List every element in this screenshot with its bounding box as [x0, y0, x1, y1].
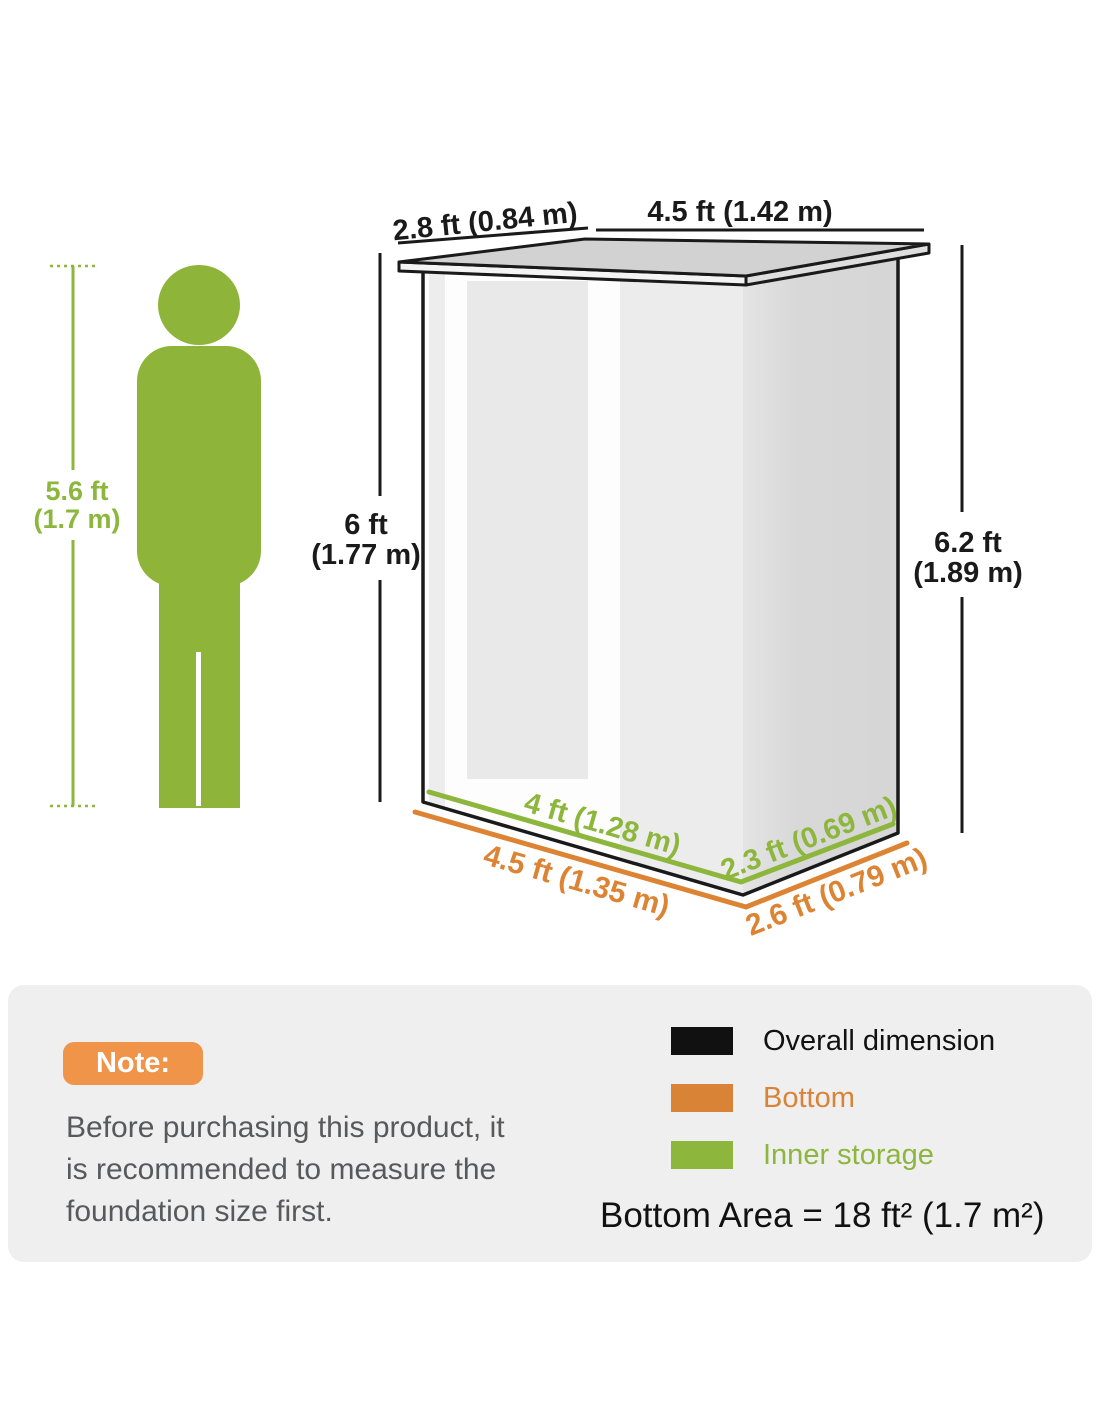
roof-depth-dimension-line: [397, 226, 589, 245]
overall-dimension-swatch: [671, 1027, 733, 1055]
person-scale-figure: 5.6 ft (1.7 m): [33, 264, 261, 808]
note-text: Before purchasing this product, it is re…: [66, 1107, 505, 1233]
inner-storage-swatch: [671, 1141, 733, 1169]
person-head: [158, 265, 240, 345]
front-height-label-m: (1.77 m): [311, 539, 421, 571]
rear-height-label-m: (1.89 m): [913, 557, 1023, 589]
shed-roof-top: [397, 237, 931, 278]
legend-item-inner-storage: Inner storage: [671, 1138, 934, 1171]
inner-storage-label: Inner storage: [763, 1138, 934, 1171]
bottom-base-line: [412, 809, 910, 910]
shed-outline: [421, 252, 900, 897]
shed-front-right-panel: [620, 268, 743, 895]
legend-item-bottom: Bottom: [671, 1081, 855, 1114]
person-height-end-ticks: [50, 264, 96, 808]
note-line-3: foundation size first.: [66, 1195, 333, 1228]
rear-height-label-ft: 6.2 ft: [934, 527, 1002, 559]
note-badge-label: Note:: [95, 1047, 171, 1079]
person-torso: [137, 346, 261, 586]
inner-storage-base-line: [426, 789, 896, 885]
person-height-label-m: (1.7 m): [33, 504, 120, 534]
roof-depth-label: 2.8 ft (0.84 m): [391, 197, 579, 248]
shed-illustration: [397, 237, 931, 910]
shed-side-wall: [743, 252, 898, 895]
bottom-label: Bottom: [763, 1081, 855, 1114]
legend-item-overall: Overall dimension: [671, 1024, 996, 1057]
shed-front-left-panel-strip: [429, 268, 445, 858]
person-height-label-ft: 5.6 ft: [45, 476, 108, 506]
front-height-label-ft: 6 ft: [344, 509, 388, 541]
dimension-diagram: 5.6 ft (1.7 m): [33, 196, 1023, 943]
bottom-area-text: Bottom Area = 18 ft² (1.7 m²): [600, 1196, 1045, 1235]
overall-dimension-lines: [378, 226, 964, 833]
overall-dimension-label: Overall dimension: [763, 1024, 996, 1057]
note-line-1: Before purchasing this product, it: [66, 1111, 505, 1144]
info-panel: Note: Before purchasing this product, it…: [8, 985, 1092, 1262]
bottom-swatch: [671, 1084, 733, 1112]
note-line-2: is recommended to measure the: [66, 1153, 497, 1186]
roof-width-label: 4.5 ft (1.42 m): [647, 196, 832, 228]
shed-door-panel: [467, 281, 588, 779]
note-badge: Note:: [63, 1042, 203, 1085]
